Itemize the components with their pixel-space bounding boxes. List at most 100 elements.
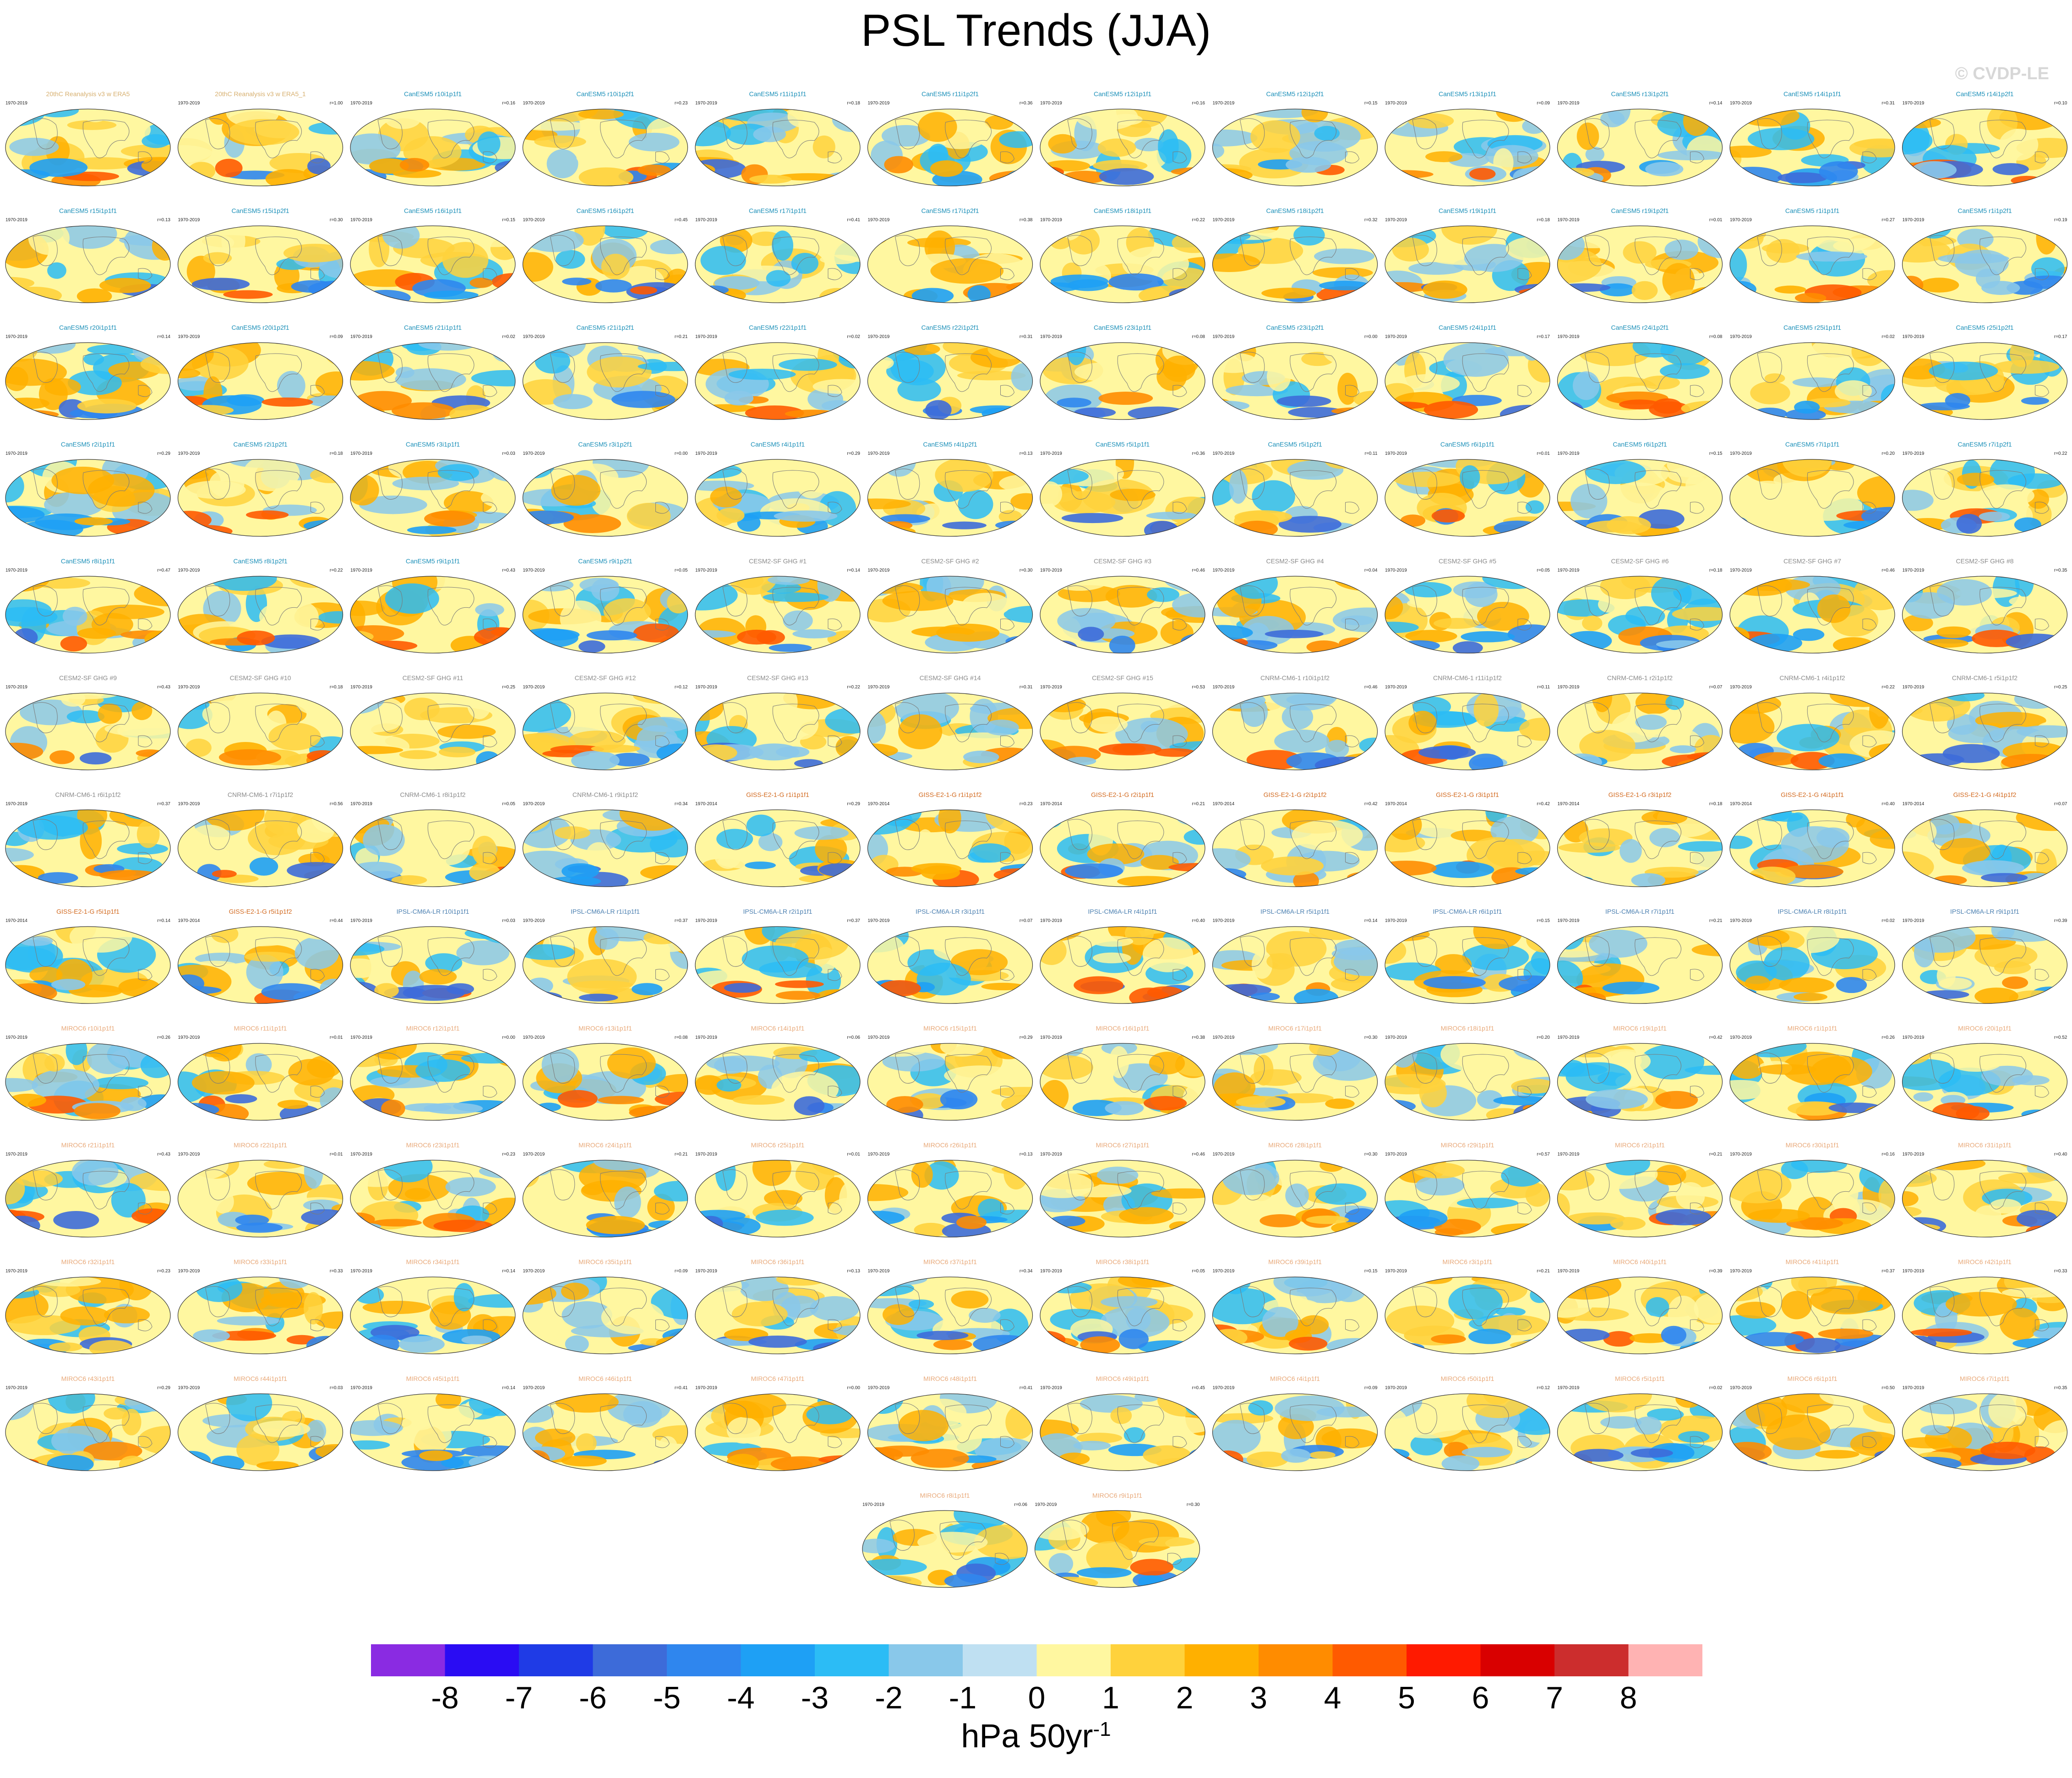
- map-panel: MIROC6 r17i1p1f1 1970-2019 r=0.30: [1212, 1025, 1378, 1121]
- panel-title: IPSL-CM6A-LR r2i1p1f1: [743, 908, 812, 915]
- panel-period: 1970-2019: [1213, 451, 1235, 456]
- map-panel: CanESM5 r22i1p2f1 1970-2019 r=0.31: [867, 324, 1033, 420]
- panel-period: 1970-2014: [695, 802, 717, 807]
- panel-period: 1970-2019: [350, 1152, 372, 1157]
- panel-title: CNRM-CM6-1 r5i1p1f2: [1952, 674, 2017, 682]
- map-panel: CNRM-CM6-1 r10i1p1f2 1970-2019 r=0.46: [1212, 674, 1378, 770]
- panel-title: CanESM5 r9i1p2f1: [578, 557, 633, 565]
- panel-correlation: r=0.10: [2054, 101, 2067, 106]
- map-panel: MIROC6 r5i1p1f1 1970-2019 r=0.02: [1557, 1375, 1723, 1471]
- panel-correlation: r=0.19: [2054, 218, 2067, 223]
- colorbar-swatch: [963, 1644, 1037, 1676]
- panel-period: 1970-2019: [1213, 1269, 1235, 1274]
- map-panel: CNRM-CM6-1 r7i1p1f2 1970-2019 r=0.56: [177, 791, 344, 887]
- panel-period: 1970-2019: [1730, 451, 1752, 456]
- panel-period: 1970-2019: [523, 1269, 545, 1274]
- panel-period: 1970-2019: [695, 218, 717, 223]
- map-panel: MIROC6 r36i1p1f1 1970-2019 r=0.13: [695, 1258, 861, 1354]
- panel-correlation: r=0.29: [1020, 1035, 1033, 1040]
- panel-title: CanESM5 r5i1p1f1: [1096, 441, 1150, 448]
- panel-title: CNRM-CM6-1 r6i1p1f2: [55, 791, 120, 798]
- panel-correlation: r=0.40: [2054, 1152, 2067, 1157]
- panel-correlation: r=0.26: [1881, 1035, 1895, 1040]
- panel-title: CanESM5 r17i1p1f1: [749, 207, 807, 214]
- panel-period: 1970-2014: [868, 802, 890, 807]
- panel-period: 1970-2019: [1040, 101, 1062, 106]
- panel-correlation: r=0.03: [502, 451, 515, 456]
- panel-period: 1970-2019: [1558, 685, 1580, 690]
- panel-title: CNRM-CM6-1 r11i1p1f2: [1433, 674, 1502, 682]
- panel-period: 1970-2019: [1730, 101, 1752, 106]
- panel-correlation: r=0.21: [675, 334, 688, 339]
- colorbar-tick-label: -5: [653, 1680, 681, 1713]
- panel-correlation: r=0.18: [330, 451, 343, 456]
- panel-period: 1970-2019: [1213, 568, 1235, 573]
- panel-period: 1970-2019: [178, 1152, 200, 1157]
- panel-title: CanESM5 r4i1p2f1: [923, 441, 977, 448]
- map-panel: MIROC6 r48i1p1f1 1970-2019 r=0.41: [867, 1375, 1033, 1471]
- colorbar-swatch: [1036, 1644, 1111, 1676]
- panel-title: CanESM5 r3i1p1f1: [406, 441, 460, 448]
- panel-title: MIROC6 r32i1p1f1: [61, 1258, 115, 1265]
- panel-period: 1970-2019: [178, 451, 200, 456]
- panel-period: 1970-2019: [1903, 1035, 1925, 1040]
- panel-period: 1970-2019: [523, 1035, 545, 1040]
- panel-period: 1970-2019: [1730, 1152, 1752, 1157]
- panel-title: MIROC6 r3i1p1f1: [1443, 1258, 1493, 1265]
- panel-title: CESM2-SF GHG #13: [747, 674, 808, 682]
- panel-title: MIROC6 r13i1p1f1: [578, 1025, 632, 1032]
- map-panel: CanESM5 r5i1p2f1 1970-2019 r=0.11: [1212, 441, 1378, 537]
- panel-period: 1970-2019: [1213, 1385, 1235, 1391]
- panel-period: 1970-2019: [1558, 1269, 1580, 1274]
- colorbar-swatch: [519, 1644, 593, 1676]
- panel-period: 1970-2019: [1040, 918, 1062, 923]
- map-panel: MIROC6 r9i1p1f1 1970-2019 r=0.30: [1034, 1492, 1200, 1588]
- panel-title: CESM2-SF GHG #12: [575, 674, 636, 682]
- colorbar-tick-label: 4: [1324, 1680, 1341, 1713]
- panel-title: IPSL-CM6A-LR r8i1p1f1: [1778, 908, 1847, 915]
- panel-correlation: r=0.42: [1364, 802, 1378, 807]
- colorbar-swatch: [1184, 1644, 1259, 1676]
- panel-title: MIROC6 r40i1p1f1: [1613, 1258, 1667, 1265]
- map-panel: MIROC6 r12i1p1f1 1970-2019 r=0.00: [350, 1025, 516, 1121]
- panel-period: 1970-2014: [1558, 802, 1580, 807]
- map-panel: MIROC6 r20i1p1f1 1970-2019 r=0.52: [1902, 1025, 2068, 1121]
- panel-period: 1970-2019: [1730, 918, 1752, 923]
- panel-title: GISS-E2-1-G r3i1p1f1: [1436, 791, 1499, 798]
- colorbar-swatch: [815, 1644, 889, 1676]
- panel-correlation: r=0.02: [847, 334, 860, 339]
- panel-correlation: r=0.14: [502, 1385, 515, 1391]
- panel-correlation: r=0.53: [1192, 685, 1205, 690]
- panel-title: GISS-E2-1-G r3i1p1f2: [1609, 791, 1672, 798]
- panel-title: 20thC Reanalysis v3 w ERA5_1: [215, 90, 306, 98]
- panel-correlation: r=0.41: [1020, 1385, 1033, 1391]
- panel-title: MIROC6 r47i1p1f1: [751, 1375, 805, 1382]
- map-panel: CanESM5 r20i1p2f1 1970-2019 r=0.09: [177, 324, 344, 420]
- panel-title: MIROC6 r8i1p1f1: [920, 1492, 970, 1499]
- panel-correlation: r=0.40: [1192, 918, 1205, 923]
- panel-correlation: r=0.43: [157, 685, 170, 690]
- panel-correlation: r=0.09: [675, 1269, 688, 1274]
- map-panel: CanESM5 r16i1p1f1 1970-2019 r=0.15: [350, 207, 516, 303]
- panel-period: 1970-2019: [1903, 1152, 1925, 1157]
- panel-correlation: r=0.13: [1020, 1152, 1033, 1157]
- panel-period: 1970-2019: [1213, 1152, 1235, 1157]
- panel-period: 1970-2019: [523, 918, 545, 923]
- panel-period: 1970-2019: [5, 101, 27, 106]
- map-panel: MIROC6 r42i1p1f1 1970-2019 r=0.33: [1902, 1258, 2068, 1354]
- panel-period: 1970-2019: [868, 218, 890, 223]
- panel-correlation: r=0.26: [157, 1035, 170, 1040]
- panel-title: CanESM5 r13i1p2f1: [1611, 90, 1669, 98]
- map-panel: CanESM5 r7i1p1f1 1970-2019 r=0.20: [1729, 441, 1895, 537]
- panel-title: CanESM5 r24i1p2f1: [1611, 324, 1669, 331]
- map-panel: MIROC6 r15i1p1f1 1970-2019 r=0.29: [867, 1025, 1033, 1121]
- panel-title: CESM2-SF GHG #10: [230, 674, 291, 682]
- panel-correlation: r=0.45: [1192, 1385, 1205, 1391]
- map-panel: CESM2-SF GHG #13 1970-2019 r=0.22: [695, 674, 861, 770]
- panel-title: GISS-E2-1-G r2i1p1f1: [1091, 791, 1154, 798]
- map-panel: MIROC6 r8i1p1f1 1970-2019 r=0.06: [862, 1492, 1028, 1588]
- panel-correlation: r=0.06: [1014, 1502, 1027, 1507]
- panel-title: MIROC6 r24i1p1f1: [578, 1141, 632, 1149]
- panel-correlation: r=0.29: [157, 1385, 170, 1391]
- panel-title: CanESM5 r17i1p2f1: [921, 207, 979, 214]
